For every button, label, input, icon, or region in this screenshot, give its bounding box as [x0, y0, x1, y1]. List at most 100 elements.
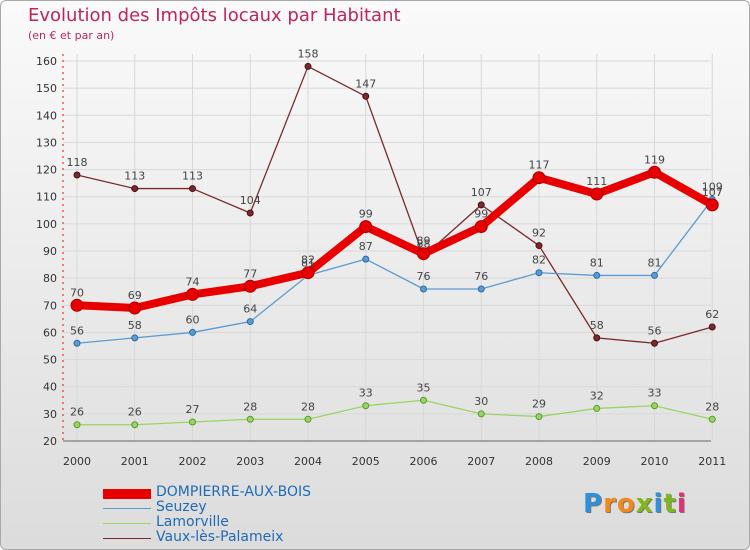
data-point: [131, 421, 139, 429]
data-label: 118: [67, 156, 88, 169]
data-point: [593, 404, 601, 412]
legend-swatch: [103, 507, 151, 509]
logo-letter: r: [603, 489, 617, 519]
data-point: [708, 415, 716, 423]
data-point: [73, 421, 81, 429]
x-tick-label: 2004: [294, 455, 322, 468]
data-point: [651, 339, 658, 347]
series-line: [76, 399, 713, 426]
data-point: [648, 165, 661, 179]
data-label: 99: [474, 208, 488, 221]
x-tick-label: 2002: [179, 455, 207, 468]
y-tick-label: 60: [43, 326, 57, 339]
data-label: 92: [532, 227, 546, 240]
data-label: 58: [590, 319, 604, 332]
data-label: 64: [243, 303, 257, 316]
data-point: [593, 334, 601, 342]
data-label: 76: [474, 270, 488, 283]
data-label: 33: [359, 387, 373, 400]
data-point: [189, 328, 196, 336]
data-point: [131, 185, 139, 193]
logo-letter: i: [676, 489, 687, 519]
y-tick-label: 140: [36, 109, 57, 122]
data-point: [651, 271, 658, 279]
data-label: 26: [70, 406, 84, 419]
data-label: 81: [648, 256, 662, 269]
data-point: [70, 298, 84, 312]
x-tick-label: 2010: [641, 455, 669, 468]
y-tick-label: 120: [36, 164, 57, 177]
data-label: 113: [182, 170, 203, 183]
data-point: [73, 339, 81, 347]
data-label: 58: [128, 319, 142, 332]
data-label: 81: [590, 256, 604, 269]
data-point: [420, 285, 427, 293]
data-label: 87: [359, 240, 373, 253]
data-label: 26: [128, 406, 142, 419]
data-point: [477, 410, 485, 418]
data-label: 111: [586, 175, 607, 188]
y-tick-label: 90: [43, 245, 57, 258]
data-point: [246, 415, 254, 423]
legend-swatch: [103, 522, 151, 524]
x-tick-label: 2000: [63, 455, 91, 468]
data-label: 89: [417, 235, 431, 248]
data-label: 119: [644, 153, 665, 166]
data-label: 30: [474, 395, 488, 408]
y-tick-label: 40: [43, 381, 57, 394]
data-point: [590, 187, 604, 201]
y-tick-label: 160: [36, 55, 57, 68]
y-tick-label: 70: [43, 299, 57, 312]
y-tick-label: 130: [36, 136, 57, 149]
x-tick-label: 2009: [583, 455, 611, 468]
data-label: 60: [186, 313, 200, 326]
data-label: 56: [648, 324, 662, 337]
data-point: [362, 92, 370, 100]
logo-letter: t: [663, 489, 677, 519]
x-tick-label: 2008: [525, 455, 553, 468]
x-tick-label: 2011: [698, 455, 726, 468]
data-label: 113: [124, 170, 145, 183]
data-label: 99: [359, 208, 373, 221]
data-label: 28: [301, 400, 315, 413]
legend-label: DOMPIERRE-AUX-BOIS: [156, 484, 312, 500]
data-label: 74: [186, 275, 200, 288]
series-line: [76, 65, 713, 344]
data-point: [304, 415, 312, 423]
data-label: 28: [243, 400, 257, 413]
data-label: 104: [240, 194, 261, 207]
data-label: 27: [186, 403, 200, 416]
data-point: [477, 201, 485, 209]
data-label: 33: [648, 387, 662, 400]
data-label: 82: [532, 254, 546, 267]
legend-swatch: [103, 537, 151, 539]
data-point: [128, 301, 142, 315]
series-line: [73, 168, 717, 312]
data-label: 82: [301, 254, 315, 267]
y-tick-label: 80: [43, 272, 57, 285]
data-label: 88: [417, 237, 431, 250]
data-point: [532, 171, 546, 185]
data-point: [708, 323, 716, 331]
data-point: [243, 279, 257, 293]
legend-swatch: [103, 488, 151, 499]
data-label: 28: [705, 400, 719, 413]
chart-subtitle: (en € et par an): [28, 29, 115, 42]
data-point: [189, 418, 196, 426]
proxiti-logo: Proxiti: [583, 489, 687, 519]
x-tick-label: 2001: [121, 455, 149, 468]
data-point: [420, 396, 427, 404]
y-tick-label: 50: [43, 354, 57, 367]
logo-letter: x: [635, 489, 654, 519]
data-point: [477, 285, 485, 293]
data-label: 117: [529, 159, 550, 172]
data-label: 35: [417, 381, 431, 394]
data-point: [417, 247, 430, 261]
y-tick-label: 30: [43, 408, 57, 421]
data-point: [705, 198, 719, 212]
logo-letter: P: [583, 489, 604, 519]
data-point: [304, 62, 312, 70]
y-tick-label: 100: [36, 218, 57, 231]
